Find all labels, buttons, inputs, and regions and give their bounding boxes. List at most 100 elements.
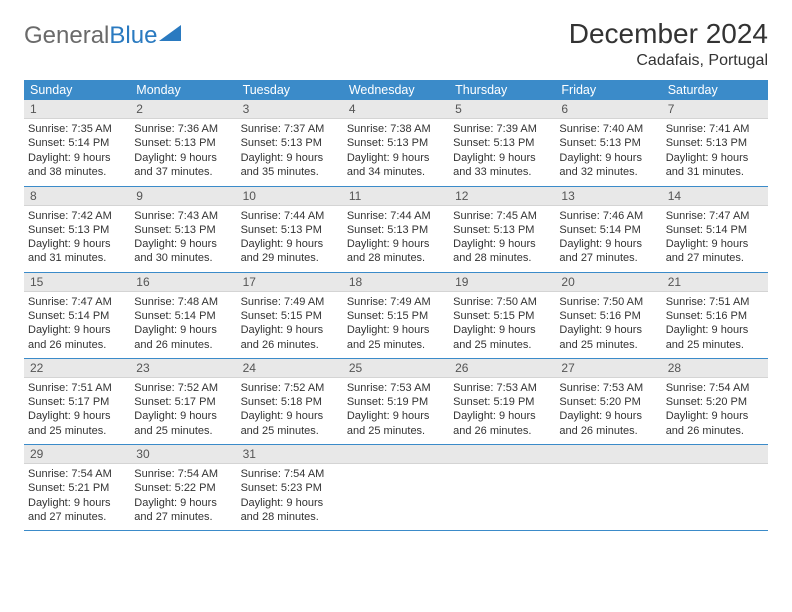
day-number: 8	[24, 187, 130, 206]
daylight-line: Daylight: 9 hours and 28 minutes.	[241, 496, 339, 525]
sunset-line: Sunset: 5:14 PM	[559, 223, 657, 237]
month-title: December 2024	[569, 18, 768, 50]
calendar-cell: 20Sunrise: 7:50 AMSunset: 5:16 PMDayligh…	[555, 272, 661, 358]
sunrise-line: Sunrise: 7:37 AM	[241, 122, 339, 136]
sunrise-line: Sunrise: 7:52 AM	[241, 381, 339, 395]
day-body	[555, 464, 661, 473]
day-body: Sunrise: 7:41 AMSunset: 5:13 PMDaylight:…	[662, 119, 768, 185]
day-body: Sunrise: 7:47 AMSunset: 5:14 PMDaylight:…	[662, 206, 768, 272]
day-number: 23	[130, 359, 236, 378]
sunset-line: Sunset: 5:17 PM	[134, 395, 232, 409]
sunset-line: Sunset: 5:13 PM	[453, 136, 551, 150]
day-number: 19	[449, 273, 555, 292]
calendar-cell: 28Sunrise: 7:54 AMSunset: 5:20 PMDayligh…	[662, 358, 768, 444]
sunrise-line: Sunrise: 7:35 AM	[28, 122, 126, 136]
day-body: Sunrise: 7:51 AMSunset: 5:17 PMDaylight:…	[24, 378, 130, 444]
sunset-line: Sunset: 5:15 PM	[241, 309, 339, 323]
logo-triangle-icon	[159, 25, 181, 43]
day-body	[343, 464, 449, 473]
calendar-cell: 16Sunrise: 7:48 AMSunset: 5:14 PMDayligh…	[130, 272, 236, 358]
daylight-line: Daylight: 9 hours and 26 minutes.	[559, 409, 657, 438]
sunrise-line: Sunrise: 7:43 AM	[134, 209, 232, 223]
day-body: Sunrise: 7:51 AMSunset: 5:16 PMDaylight:…	[662, 292, 768, 358]
calendar-cell: 5Sunrise: 7:39 AMSunset: 5:13 PMDaylight…	[449, 100, 555, 186]
daylight-line: Daylight: 9 hours and 28 minutes.	[453, 237, 551, 266]
calendar-cell: 1Sunrise: 7:35 AMSunset: 5:14 PMDaylight…	[24, 100, 130, 186]
daylight-line: Daylight: 9 hours and 27 minutes.	[28, 496, 126, 525]
sunset-line: Sunset: 5:20 PM	[666, 395, 764, 409]
calendar-cell: 12Sunrise: 7:45 AMSunset: 5:13 PMDayligh…	[449, 186, 555, 272]
calendar-cell: 19Sunrise: 7:50 AMSunset: 5:15 PMDayligh…	[449, 272, 555, 358]
day-body: Sunrise: 7:40 AMSunset: 5:13 PMDaylight:…	[555, 119, 661, 185]
calendar-row: 22Sunrise: 7:51 AMSunset: 5:17 PMDayligh…	[24, 358, 768, 444]
sunrise-line: Sunrise: 7:53 AM	[559, 381, 657, 395]
day-number: 15	[24, 273, 130, 292]
day-number: 17	[237, 273, 343, 292]
daylight-line: Daylight: 9 hours and 38 minutes.	[28, 151, 126, 180]
sunrise-line: Sunrise: 7:46 AM	[559, 209, 657, 223]
daylight-line: Daylight: 9 hours and 25 minutes.	[453, 323, 551, 352]
day-number: 5	[449, 100, 555, 119]
calendar-row: 29Sunrise: 7:54 AMSunset: 5:21 PMDayligh…	[24, 445, 768, 531]
calendar-cell	[449, 445, 555, 531]
daylight-line: Daylight: 9 hours and 25 minutes.	[134, 409, 232, 438]
calendar-cell: 25Sunrise: 7:53 AMSunset: 5:19 PMDayligh…	[343, 358, 449, 444]
calendar-row: 8Sunrise: 7:42 AMSunset: 5:13 PMDaylight…	[24, 186, 768, 272]
sunrise-line: Sunrise: 7:49 AM	[347, 295, 445, 309]
day-number: 9	[130, 187, 236, 206]
sunrise-line: Sunrise: 7:50 AM	[559, 295, 657, 309]
day-body: Sunrise: 7:54 AMSunset: 5:21 PMDaylight:…	[24, 464, 130, 530]
sunset-line: Sunset: 5:14 PM	[134, 309, 232, 323]
sunrise-line: Sunrise: 7:54 AM	[134, 467, 232, 481]
calendar-cell: 3Sunrise: 7:37 AMSunset: 5:13 PMDaylight…	[237, 100, 343, 186]
sunrise-line: Sunrise: 7:54 AM	[666, 381, 764, 395]
calendar-cell: 4Sunrise: 7:38 AMSunset: 5:13 PMDaylight…	[343, 100, 449, 186]
day-number: 18	[343, 273, 449, 292]
daylight-line: Daylight: 9 hours and 26 minutes.	[666, 409, 764, 438]
logo-text-general: General	[24, 22, 109, 50]
calendar-cell: 14Sunrise: 7:47 AMSunset: 5:14 PMDayligh…	[662, 186, 768, 272]
sunrise-line: Sunrise: 7:53 AM	[453, 381, 551, 395]
sunrise-line: Sunrise: 7:40 AM	[559, 122, 657, 136]
day-number: 26	[449, 359, 555, 378]
sunrise-line: Sunrise: 7:38 AM	[347, 122, 445, 136]
sunset-line: Sunset: 5:13 PM	[28, 223, 126, 237]
day-number: 4	[343, 100, 449, 119]
day-body: Sunrise: 7:53 AMSunset: 5:20 PMDaylight:…	[555, 378, 661, 444]
day-body: Sunrise: 7:53 AMSunset: 5:19 PMDaylight:…	[449, 378, 555, 444]
day-number: 13	[555, 187, 661, 206]
daylight-line: Daylight: 9 hours and 25 minutes.	[28, 409, 126, 438]
sunset-line: Sunset: 5:16 PM	[666, 309, 764, 323]
day-body: Sunrise: 7:54 AMSunset: 5:20 PMDaylight:…	[662, 378, 768, 444]
day-body: Sunrise: 7:47 AMSunset: 5:14 PMDaylight:…	[24, 292, 130, 358]
day-body: Sunrise: 7:36 AMSunset: 5:13 PMDaylight:…	[130, 119, 236, 185]
day-number	[343, 445, 449, 464]
calendar-cell: 7Sunrise: 7:41 AMSunset: 5:13 PMDaylight…	[662, 100, 768, 186]
day-header: Thursday	[449, 80, 555, 100]
daylight-line: Daylight: 9 hours and 30 minutes.	[134, 237, 232, 266]
day-number: 10	[237, 187, 343, 206]
day-header-row: SundayMondayTuesdayWednesdayThursdayFrid…	[24, 80, 768, 100]
sunrise-line: Sunrise: 7:44 AM	[241, 209, 339, 223]
day-body: Sunrise: 7:37 AMSunset: 5:13 PMDaylight:…	[237, 119, 343, 185]
sunset-line: Sunset: 5:15 PM	[453, 309, 551, 323]
sunrise-line: Sunrise: 7:42 AM	[28, 209, 126, 223]
calendar-cell: 23Sunrise: 7:52 AMSunset: 5:17 PMDayligh…	[130, 358, 236, 444]
sunset-line: Sunset: 5:13 PM	[347, 136, 445, 150]
day-body: Sunrise: 7:52 AMSunset: 5:17 PMDaylight:…	[130, 378, 236, 444]
day-number: 24	[237, 359, 343, 378]
day-number: 30	[130, 445, 236, 464]
day-number: 28	[662, 359, 768, 378]
daylight-line: Daylight: 9 hours and 37 minutes.	[134, 151, 232, 180]
logo-text-blue: Blue	[109, 22, 157, 50]
sunrise-line: Sunrise: 7:54 AM	[28, 467, 126, 481]
daylight-line: Daylight: 9 hours and 27 minutes.	[134, 496, 232, 525]
sunrise-line: Sunrise: 7:36 AM	[134, 122, 232, 136]
sunset-line: Sunset: 5:19 PM	[347, 395, 445, 409]
day-body: Sunrise: 7:43 AMSunset: 5:13 PMDaylight:…	[130, 206, 236, 272]
logo: GeneralBlue	[24, 18, 181, 50]
daylight-line: Daylight: 9 hours and 25 minutes.	[347, 409, 445, 438]
calendar-cell: 9Sunrise: 7:43 AMSunset: 5:13 PMDaylight…	[130, 186, 236, 272]
day-body: Sunrise: 7:38 AMSunset: 5:13 PMDaylight:…	[343, 119, 449, 185]
sunset-line: Sunset: 5:13 PM	[347, 223, 445, 237]
